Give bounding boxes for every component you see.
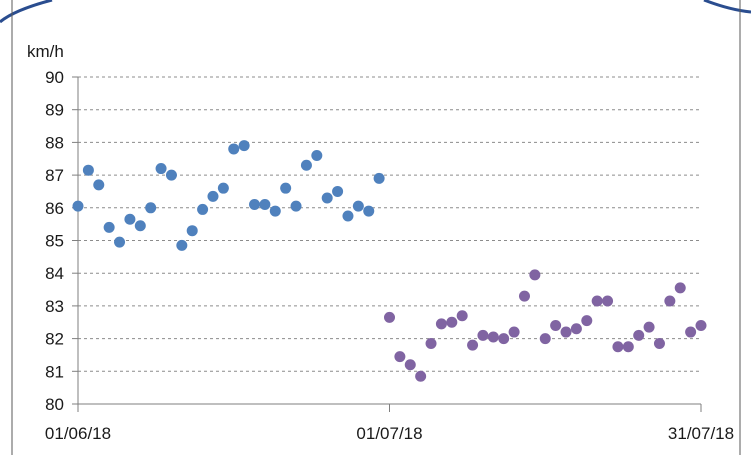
data-point-series-2 (384, 311, 395, 323)
y-tick-label: 82 (45, 330, 64, 349)
y-tick-label: 88 (45, 133, 64, 152)
data-point-series-1 (82, 164, 94, 176)
y-tick-label: 81 (45, 362, 64, 381)
data-point-series-1 (311, 149, 323, 161)
data-point-series-2 (653, 338, 665, 350)
axes (72, 76, 702, 412)
data-point-series-1 (93, 179, 105, 191)
data-point-series-2 (633, 329, 645, 341)
data-point-series-1 (186, 225, 198, 237)
data-point-series-2 (643, 321, 655, 333)
data-point-series-2 (415, 370, 427, 382)
data-point-series-1 (103, 221, 115, 233)
x-tick-label: 01/06/18 (45, 424, 111, 443)
data-point-series-1 (197, 203, 209, 215)
data-point-series-1 (363, 205, 375, 217)
data-point-series-1 (165, 169, 177, 181)
data-point-series-2 (446, 316, 458, 328)
y-tick-label: 90 (45, 68, 64, 87)
data-point-series-2 (539, 333, 551, 345)
data-point-series-1 (176, 239, 188, 251)
data-point-series-1 (72, 200, 84, 212)
data-point-series-2 (518, 290, 530, 302)
data-point-series-1 (332, 185, 344, 197)
data-point-series-1 (124, 213, 136, 225)
data-point-series-1 (280, 182, 292, 194)
data-point-series-2 (622, 341, 634, 353)
data-point-series-2 (456, 310, 468, 322)
data-point-series-1 (207, 190, 219, 202)
y-tick-label: 84 (45, 264, 64, 283)
data-point-series-1 (352, 200, 364, 212)
data-point-series-1 (373, 172, 385, 184)
y-tick-labels: 80 81 82 83 84 85 86 87 88 89 90 (45, 68, 64, 414)
y-tick-label: 85 (45, 232, 64, 251)
data-point-series-2 (477, 329, 489, 341)
data-point-series-2 (550, 320, 562, 332)
data-point-series-2 (581, 315, 593, 327)
data-point-series-1 (145, 202, 157, 214)
data-point-series-2 (695, 320, 707, 332)
data-point-series-1 (249, 199, 261, 211)
data-point-series-2 (685, 326, 697, 338)
data-point-series-2 (591, 295, 603, 307)
data-point-series-2 (602, 295, 614, 307)
x-tick-labels: 01/06/18 01/07/18 31/07/18 (45, 424, 734, 443)
data-point-series-2 (508, 326, 520, 338)
data-point-series-1 (290, 200, 302, 212)
data-points (72, 140, 707, 382)
data-point-series-1 (238, 140, 250, 152)
x-tick-label: 31/07/18 (668, 424, 734, 443)
data-point-series-1 (342, 210, 354, 222)
data-point-series-2 (498, 333, 510, 345)
data-point-series-2 (425, 338, 437, 350)
gridlines (78, 76, 701, 372)
data-point-series-1 (217, 182, 229, 194)
y-tick-label: 89 (45, 101, 64, 120)
y-tick-label: 86 (45, 199, 64, 218)
data-point-series-2 (570, 323, 582, 335)
data-point-series-2 (612, 341, 624, 353)
frame-swoosh-left (0, 0, 53, 24)
data-point-series-1 (155, 163, 167, 175)
data-point-series-1 (300, 159, 312, 171)
data-point-series-1 (269, 205, 281, 217)
data-point-series-2 (487, 331, 499, 343)
data-point-series-1 (134, 220, 146, 232)
data-point-series-2 (664, 295, 676, 307)
data-point-series-2 (560, 326, 572, 338)
data-point-series-2 (467, 339, 479, 351)
data-point-series-1 (321, 192, 333, 204)
data-point-series-2 (404, 359, 416, 371)
y-tick-label: 87 (45, 166, 64, 185)
y-tick-label: 83 (45, 297, 64, 316)
data-point-series-2 (529, 269, 541, 281)
data-point-series-2 (674, 282, 686, 294)
data-point-series-1 (228, 143, 240, 155)
data-point-series-1 (259, 199, 271, 211)
y-axis-unit-label: km/h (27, 42, 64, 61)
data-point-series-2 (394, 351, 406, 363)
y-tick-label: 80 (45, 395, 64, 414)
data-point-series-2 (435, 318, 447, 330)
frame-swoosh-right (703, 0, 751, 14)
data-point-series-1 (114, 236, 126, 248)
x-tick-label: 01/07/18 (356, 424, 422, 443)
